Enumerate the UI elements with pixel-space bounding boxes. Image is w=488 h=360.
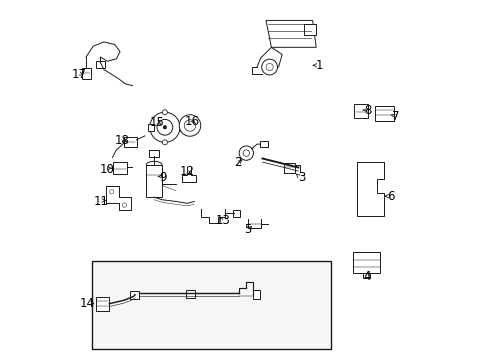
Text: 14: 14: [80, 297, 95, 310]
Bar: [232, 210, 239, 217]
Bar: [81, 68, 90, 78]
Bar: [374, 106, 394, 121]
Bar: [185, 290, 194, 298]
Text: 11: 11: [93, 195, 108, 208]
Circle shape: [109, 190, 114, 194]
Text: 9: 9: [159, 171, 166, 184]
Polygon shape: [303, 24, 316, 35]
Bar: [148, 124, 154, 131]
Text: 2: 2: [234, 156, 241, 169]
Bar: [146, 165, 162, 197]
Circle shape: [162, 110, 167, 115]
Bar: [284, 163, 294, 173]
Bar: [130, 291, 139, 299]
Circle shape: [184, 120, 195, 131]
Bar: [96, 297, 109, 311]
Text: 16: 16: [184, 115, 200, 128]
Bar: [124, 137, 136, 147]
Bar: [113, 162, 127, 174]
Text: 10: 10: [100, 163, 115, 176]
Polygon shape: [265, 21, 316, 47]
Text: 18: 18: [115, 134, 130, 147]
Text: 13: 13: [215, 214, 230, 227]
Bar: [353, 104, 367, 118]
Circle shape: [122, 203, 126, 207]
Circle shape: [179, 115, 201, 136]
Bar: [180, 124, 186, 131]
Bar: [96, 61, 105, 68]
Circle shape: [149, 112, 180, 142]
Text: 17: 17: [71, 68, 86, 81]
Bar: [260, 141, 267, 147]
Text: 3: 3: [298, 171, 305, 184]
Bar: [352, 252, 379, 273]
Text: 12: 12: [179, 165, 194, 178]
Text: 8: 8: [363, 104, 370, 117]
Bar: [252, 291, 260, 300]
Circle shape: [243, 150, 249, 156]
Circle shape: [261, 59, 277, 75]
Text: 15: 15: [149, 116, 164, 129]
Text: 5: 5: [243, 223, 250, 236]
Bar: [149, 150, 159, 157]
Text: 6: 6: [386, 190, 393, 203]
Bar: [92, 261, 330, 348]
Circle shape: [157, 120, 172, 135]
Text: 4: 4: [363, 270, 370, 283]
Circle shape: [239, 146, 253, 160]
Text: 1: 1: [315, 59, 323, 72]
Text: 7: 7: [392, 110, 399, 123]
Circle shape: [163, 126, 166, 129]
Circle shape: [162, 140, 167, 145]
Circle shape: [265, 63, 273, 71]
